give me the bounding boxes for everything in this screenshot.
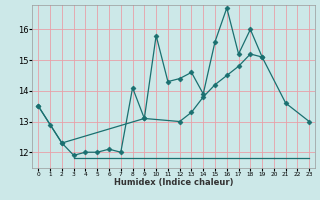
X-axis label: Humidex (Indice chaleur): Humidex (Indice chaleur) <box>114 178 234 187</box>
